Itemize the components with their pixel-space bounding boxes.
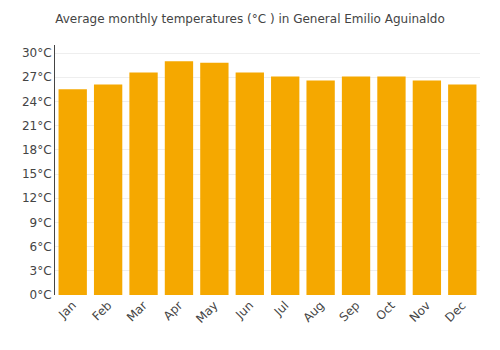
svg-text:27°C: 27°C [22,70,52,84]
svg-text:Mar: Mar [124,298,150,324]
svg-text:Nov: Nov [407,298,433,324]
svg-text:Dec: Dec [442,298,468,324]
svg-text:24°C: 24°C [22,95,52,109]
svg-text:Apr: Apr [161,298,186,323]
svg-text:9°C: 9°C [30,216,52,230]
svg-text:Jun: Jun [232,298,256,322]
svg-text:12°C: 12°C [22,191,52,205]
svg-text:Jul: Jul [271,298,292,319]
svg-text:Feb: Feb [90,298,115,323]
svg-text:0°C: 0°C [30,288,52,302]
svg-text:6°C: 6°C [30,240,52,254]
svg-text:Average monthly temperatures (: Average monthly temperatures (°C ) in Ge… [55,12,444,26]
svg-text:21°C: 21°C [22,119,52,133]
svg-text:30°C: 30°C [22,46,52,60]
svg-text:Aug: Aug [301,298,327,324]
svg-text:Sep: Sep [337,298,363,324]
svg-text:Oct: Oct [373,298,398,323]
svg-text:Jan: Jan [55,298,79,322]
svg-text:3°C: 3°C [30,264,52,278]
svg-text:May: May [193,298,220,325]
svg-text:15°C: 15°C [22,167,52,181]
svg-text:18°C: 18°C [22,143,52,157]
